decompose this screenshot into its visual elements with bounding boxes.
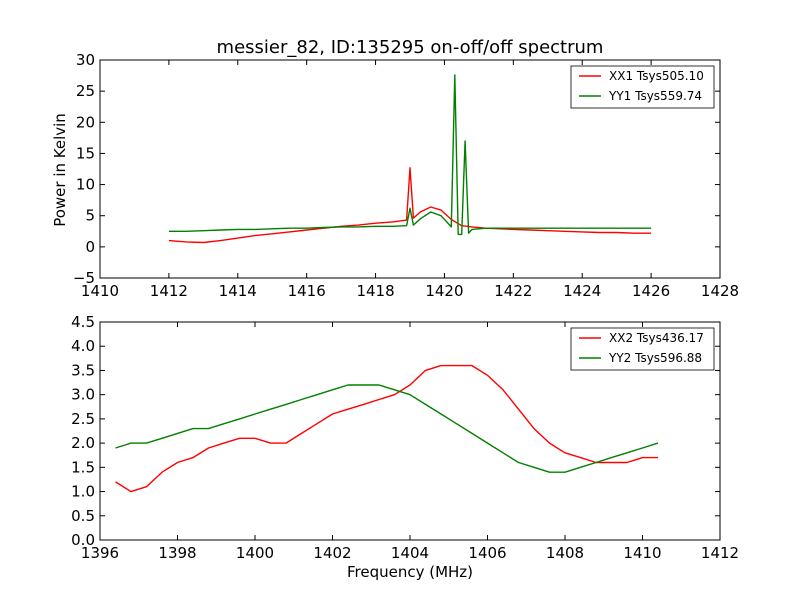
top-y-tick-label: 5 [85, 207, 95, 225]
top-legend-box [570, 65, 715, 109]
bottom-y-tick-label: 4.5 [71, 313, 95, 331]
bottom-y-tick-label: 1.5 [71, 458, 95, 476]
bottom-y-tick-label: 3.0 [71, 386, 95, 404]
bottom-y-tick-label: 1.0 [71, 483, 95, 501]
top-y-tick-label: 15 [76, 144, 95, 162]
bottom-legend-box [570, 327, 715, 371]
top-plot-frame [99, 59, 721, 279]
bottom-series-yy-line [115, 384, 659, 473]
bottom-x-tick-label: 1406 [468, 544, 506, 562]
bottom-x-tick-label: 1412 [701, 544, 739, 562]
top-plot-ticks: 1410 1412 1414 1416 1418 1420 1422 1424 1426 1428… [73, 51, 739, 300]
bottom-x-tick-label: 1410 [623, 544, 661, 562]
bottom-x-tick-label: 1402 [313, 544, 351, 562]
top-legend: XX1 Tsys505.10 YY1 Tsys559.74 [570, 65, 715, 109]
top-x-tick-label: 1422 [494, 282, 532, 300]
top-x-tick-label: 1410 [81, 282, 119, 300]
chart-title: messier_82, ID:135295 on-off/off spectru… [217, 37, 604, 58]
bottom-y-tick-label: 0.5 [71, 507, 95, 525]
top-y-tick-label: 0 [85, 238, 95, 256]
top-x-tick-label: 1426 [632, 282, 670, 300]
bottom-y-tick-label: 0.0 [71, 531, 95, 549]
bottom-y-tick-label: 4.0 [71, 337, 95, 355]
bottom-plot-ticks: 1396 1398 1400 1402 1404 1406 1408 1410 1412 0.0 0… [71, 313, 739, 562]
bottom-plot-frame [99, 321, 721, 541]
top-x-tick-label: 1420 [425, 282, 463, 300]
top-plot: messier_82, ID:135295 on-off/off spectru… [51, 37, 739, 300]
bottom-y-tick-label: 2.0 [71, 434, 95, 452]
top-series-yy-line [168, 74, 652, 236]
bottom-y-tick-label: 3.5 [71, 361, 95, 379]
bottom-plot-series [115, 364, 659, 493]
bottom-legend-label-yy2: YY2 Tsys596.88 [608, 351, 702, 365]
top-y-tick-label: 20 [76, 113, 95, 131]
top-legend-label-yy1: YY1 Tsys559.74 [608, 89, 702, 103]
top-series-xx-line [168, 167, 652, 244]
top-x-tick-label: 1424 [563, 282, 601, 300]
bottom-series-xx-line [115, 364, 658, 493]
top-x-tick-label: 1428 [701, 282, 739, 300]
bottom-x-tick-label: 1408 [546, 544, 584, 562]
bottom-y-tick-label: 2.5 [71, 410, 95, 428]
top-legend-label-xx1: XX1 Tsys505.10 [609, 69, 704, 83]
top-x-tick-label: 1414 [219, 282, 257, 300]
x-axis-label: Frequency (MHz) [347, 563, 473, 581]
bottom-plot: 1396 1398 1400 1402 1404 1406 1408 1410 1412 0.0 0… [71, 313, 739, 581]
bottom-x-tick-label: 1400 [236, 544, 274, 562]
top-x-tick-label: 1416 [288, 282, 326, 300]
top-y-tick-label: 10 [76, 176, 95, 194]
bottom-x-tick-label: 1404 [391, 544, 429, 562]
top-y-tick-label: 30 [76, 51, 95, 69]
bottom-x-tick-label: 1398 [158, 544, 196, 562]
top-x-tick-label: 1412 [150, 282, 188, 300]
top-y-tick-label: 25 [76, 82, 95, 100]
top-plot-series [168, 74, 652, 244]
y-axis-label: Power in Kelvin [51, 113, 69, 227]
bottom-legend: XX2 Tsys436.17 YY2 Tsys596.88 [570, 327, 715, 371]
top-x-tick-label: 1418 [356, 282, 394, 300]
bottom-x-tick-label: 1396 [81, 544, 119, 562]
top-y-tick-label: −5 [73, 269, 95, 287]
bottom-legend-label-xx2: XX2 Tsys436.17 [609, 331, 704, 345]
